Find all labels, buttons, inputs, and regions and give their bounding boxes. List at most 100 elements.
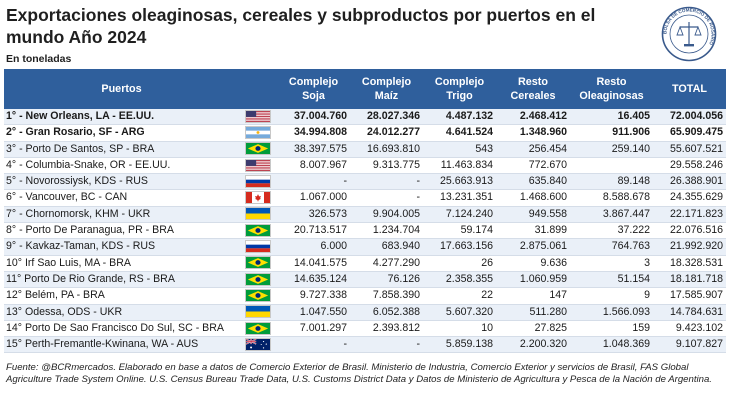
port-name-cell: 13° Odessa, ODS - UKR xyxy=(4,304,239,321)
port-name-cell: 6° - Vancouver, BC - CAN xyxy=(4,189,239,207)
trigo-cell: 7.124.240 xyxy=(423,206,496,224)
trigo-cell: 25.663.913 xyxy=(423,173,496,191)
cereales-cell: 147 xyxy=(496,287,570,305)
table-row: 5° - Novorossiysk, KDS - RUS - -25.663.913… xyxy=(4,173,726,191)
soja-cell: 38.397.575 xyxy=(277,141,350,158)
cereales-cell: 2.200.320 xyxy=(496,336,570,354)
total-cell: 72.004.056 xyxy=(653,109,726,126)
soja-cell: 34.994.808 xyxy=(277,124,350,142)
soja-cell: 1.067.000 xyxy=(277,189,350,207)
port-name-cell: 11° Porto De Rio Grande, RS - BRA xyxy=(4,271,239,289)
maiz-cell: 683.940 xyxy=(350,238,423,256)
oleaginosas-cell: 259.140 xyxy=(570,141,653,158)
cereales-cell: 635.840 xyxy=(496,173,570,191)
table-row: 1° - New Orleans, LA - EE.UU. 37.004.760 2… xyxy=(4,109,726,126)
ukr-flag-icon xyxy=(245,305,271,319)
trigo-cell: 4.487.132 xyxy=(423,109,496,126)
flag-cell xyxy=(239,173,277,191)
cereales-cell: 256.454 xyxy=(496,141,570,158)
soja-cell: - xyxy=(277,173,350,191)
trigo-cell: 4.641.524 xyxy=(423,124,496,142)
maiz-cell: 9.313.775 xyxy=(350,157,423,175)
header-soja: Complejo Soja xyxy=(277,69,350,109)
soja-cell: 37.004.760 xyxy=(277,109,350,126)
table-row: 9° - Kavkaz-Taman, KDS - RUS 6.000 683.940… xyxy=(4,238,726,256)
soja-cell: 1.047.550 xyxy=(277,304,350,321)
cereales-cell: 772.670 xyxy=(496,157,570,175)
aus-flag-icon xyxy=(245,337,271,351)
soja-cell: 20.713.517 xyxy=(277,222,350,240)
ports-table: Puertos Complejo Soja Complejo Maíz Comp… xyxy=(4,69,726,354)
header-total: TOTAL xyxy=(653,69,726,109)
total-cell: 65.909.475 xyxy=(653,124,726,142)
flag-cell xyxy=(239,238,277,256)
port-name-cell: 4° - Columbia-Snake, OR - EE.UU. xyxy=(4,157,239,175)
port-name-cell: 1° - New Orleans, LA - EE.UU. xyxy=(4,109,239,126)
total-cell: 26.388.901 xyxy=(653,173,726,191)
port-name-cell: 3° - Porto De Santos, SP - BRA xyxy=(4,141,239,158)
total-cell: 18.181.718 xyxy=(653,271,726,289)
port-name-cell: 2° - Gran Rosario, SF - ARG xyxy=(4,124,239,142)
cereales-cell: 9.636 xyxy=(496,255,570,272)
flag-cell xyxy=(239,255,277,272)
cereales-cell: 27.825 xyxy=(496,320,570,338)
oleaginosas-cell: 1.566.093 xyxy=(570,304,653,321)
trigo-cell: 22 xyxy=(423,287,496,305)
total-cell: 29.558.246 xyxy=(653,157,726,175)
port-name-cell: 12° Belém, PA - BRA xyxy=(4,287,239,305)
maiz-cell: 28.027.346 xyxy=(350,109,423,126)
oleaginosas-cell: 89.148 xyxy=(570,173,653,191)
oleaginosas-cell: 9 xyxy=(570,287,653,305)
bolsa-comercio-seal-logo: BOLSA DE COMERCIO DE ROSARIO xyxy=(661,6,717,62)
total-cell: 24.355.629 xyxy=(653,189,726,207)
table-row: 6° - Vancouver, BC - CAN 1.067.000-13.231… xyxy=(4,189,726,207)
table-header-row: Puertos Complejo Soja Complejo Maíz Comp… xyxy=(4,69,726,109)
trigo-cell: 13.231.351 xyxy=(423,189,496,207)
header-cereales: Resto Cereales xyxy=(496,69,570,109)
oleaginosas-cell: 51.154 xyxy=(570,271,653,289)
maiz-cell: - xyxy=(350,336,423,354)
soja-cell: 326.573 xyxy=(277,206,350,224)
cereales-cell: 1.348.960 xyxy=(496,124,570,142)
unit-label: En toneladas xyxy=(6,53,72,65)
can-flag-icon xyxy=(245,191,271,205)
trigo-cell: 5.859.138 xyxy=(423,336,496,354)
total-cell: 9.423.102 xyxy=(653,320,726,338)
maiz-cell: 6.052.388 xyxy=(350,304,423,321)
bra-flag-icon xyxy=(245,321,271,335)
oleaginosas-cell: 1.048.369 xyxy=(570,336,653,354)
page-title: Exportaciones oleaginosas, cereales y su… xyxy=(6,5,596,47)
maiz-cell: 9.904.005 xyxy=(350,206,423,224)
oleaginosas-cell: 764.763 xyxy=(570,238,653,256)
usa-flag-icon xyxy=(245,109,271,123)
flag-cell xyxy=(239,287,277,305)
bra-flag-icon xyxy=(245,223,271,237)
cereales-cell: 31.899 xyxy=(496,222,570,240)
maiz-cell: 2.393.812 xyxy=(350,320,423,338)
port-name-cell: 15° Perth-Fremantle-Kwinana, WA - AUS xyxy=(4,336,239,354)
maiz-cell: 7.858.390 xyxy=(350,287,423,305)
maiz-cell: 1.234.704 xyxy=(350,222,423,240)
oleaginosas-cell: 3 xyxy=(570,255,653,272)
table-row: 3° - Porto De Santos, SP - BRA 38.397.575… xyxy=(4,141,726,158)
trigo-cell: 10 xyxy=(423,320,496,338)
trigo-cell: 26 xyxy=(423,255,496,272)
total-cell: 55.607.521 xyxy=(653,141,726,158)
table-row: 10° Irf Sao Luis, MA - BRA 14.041.575 4.27… xyxy=(4,255,726,272)
maiz-cell: - xyxy=(350,189,423,207)
table-row: 7° - Chornomorsk, KHM - UKR 326.573 9.904.… xyxy=(4,206,726,224)
maiz-cell: 24.012.277 xyxy=(350,124,423,142)
table-row: 14° Porto De Sao Francisco Do Sul, SC - … xyxy=(4,320,726,338)
cereales-cell: 511.280 xyxy=(496,304,570,321)
table-row: 8° - Porto De Paranagua, PR - BRA 20.713.… xyxy=(4,222,726,240)
usa-flag-icon xyxy=(245,158,271,172)
flag-cell xyxy=(239,206,277,224)
cereales-cell: 1.468.600 xyxy=(496,189,570,207)
header-oleaginosas: Resto Oleaginosas xyxy=(570,69,653,109)
cereales-cell: 1.060.959 xyxy=(496,271,570,289)
flag-cell xyxy=(239,189,277,207)
trigo-cell: 17.663.156 xyxy=(423,238,496,256)
table-row: 4° - Columbia-Snake, OR - EE.UU. 8.007.96… xyxy=(4,157,726,175)
total-cell: 18.328.531 xyxy=(653,255,726,272)
bra-flag-icon xyxy=(245,288,271,302)
